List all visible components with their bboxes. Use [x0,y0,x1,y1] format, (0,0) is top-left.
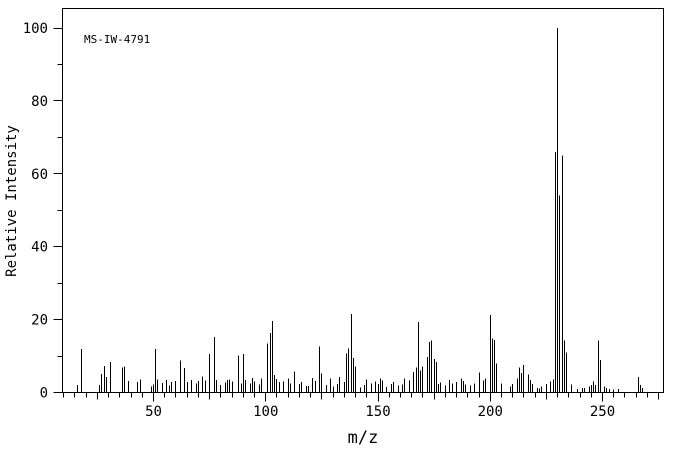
spectrum-id-label: MS-IW-4791 [84,33,151,46]
x-tick-label: 100 [253,404,278,420]
x-tick-label: 200 [478,404,503,420]
x-tick-label: 150 [365,404,390,420]
y-tick-label: 60 [31,167,48,183]
x-axis-title: m/z [347,428,379,448]
y-tick-label: 100 [23,21,48,37]
peak-bars [77,28,643,392]
plot-frame [62,8,664,393]
y-tick-label: 0 [40,386,48,402]
x-tick-label: 50 [145,404,162,420]
y-tick-label: 40 [31,240,48,256]
x-tick-label: 250 [590,404,615,420]
y-tick-label: 80 [31,94,48,110]
y-axis-title: Relative Intensity [4,125,20,277]
y-tick-label: 20 [31,313,48,329]
